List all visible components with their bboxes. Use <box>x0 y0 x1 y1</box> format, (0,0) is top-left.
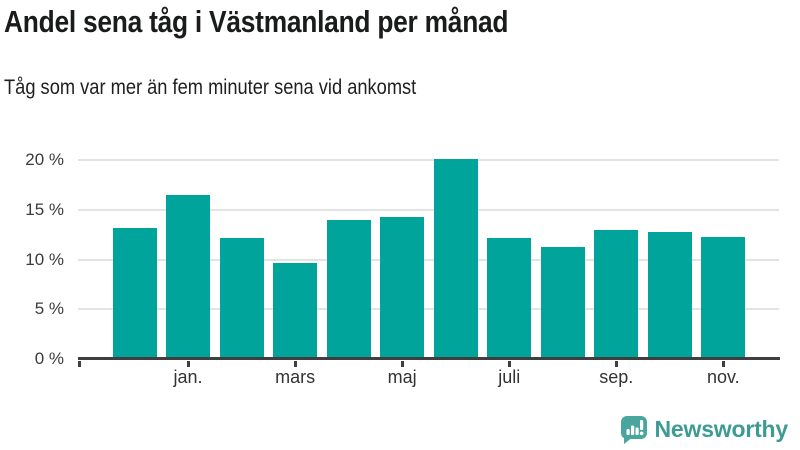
chart-bar <box>166 194 211 359</box>
chart-bar <box>219 237 264 359</box>
y-axis-labels: 0 % 5 % 10 % 15 % 20 % <box>0 139 64 368</box>
chart-bar <box>647 231 692 359</box>
chart-bar <box>540 246 585 359</box>
x-axis-tick <box>186 361 190 367</box>
chart-bar <box>273 263 318 359</box>
y-tick-label: 20 % <box>25 150 64 169</box>
chart-subtitle: Tåg som var mer än fem minuter sena vid … <box>4 76 417 99</box>
gridline <box>78 159 779 161</box>
x-tick-label: jan. <box>173 367 203 387</box>
gridline <box>78 208 779 211</box>
x-tick-label: mars <box>275 367 316 387</box>
plot-area <box>78 139 779 367</box>
x-tick-label: juli <box>498 367 521 387</box>
chart-bar <box>380 216 425 359</box>
x-axis-tick <box>293 361 297 367</box>
x-axis-origin-tick <box>78 361 81 367</box>
y-tick-label: 5 % <box>34 299 64 319</box>
chart-bar <box>701 236 746 359</box>
x-axis-tick <box>721 361 725 367</box>
x-axis-tick <box>507 361 511 367</box>
chart-bar <box>433 159 478 359</box>
x-axis-labels: jan. mars maj juli sep. nov. <box>78 367 779 391</box>
x-tick-label: nov. <box>706 367 740 387</box>
x-axis-tick <box>614 361 618 367</box>
y-tick-label: 0 % <box>34 349 64 368</box>
x-tick-label: sep. <box>599 367 634 387</box>
x-axis-tick <box>400 361 404 367</box>
newsworthy-brand: Newsworthy <box>620 415 788 444</box>
gridline <box>78 308 779 311</box>
chart-title: Andel sena tåg i Västmanland per månad <box>4 4 509 39</box>
chart-bar <box>487 237 532 359</box>
gridline <box>78 258 779 261</box>
x-tick-label: maj <box>387 367 417 387</box>
chart-bar <box>594 229 639 359</box>
x-axis <box>78 357 780 360</box>
chart-bar <box>112 227 157 359</box>
chart-bar <box>326 219 371 359</box>
y-tick-label: 15 % <box>25 199 64 219</box>
newsworthy-logo-icon <box>620 416 647 444</box>
brand-wordmark: Newsworthy <box>654 416 789 442</box>
y-tick-label: 10 % <box>25 249 64 269</box>
